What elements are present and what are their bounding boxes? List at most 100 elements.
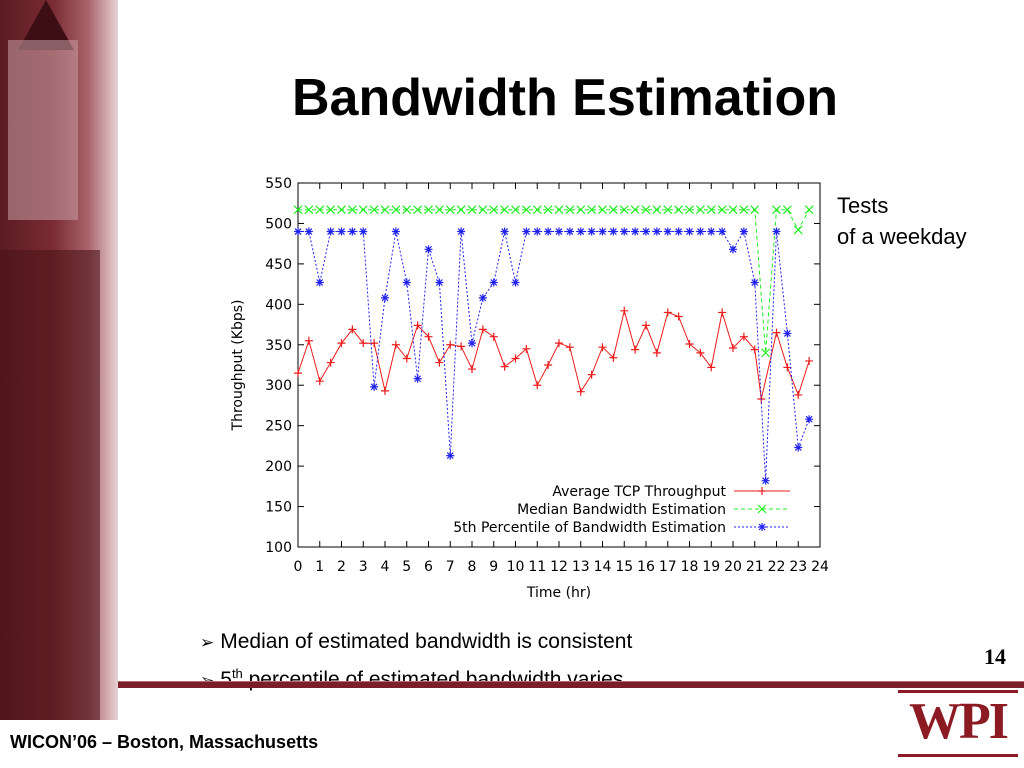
data-point-series-2 bbox=[402, 205, 412, 215]
data-point-series-1 bbox=[457, 342, 466, 351]
data-point-series-2 bbox=[413, 205, 423, 215]
building-facade bbox=[0, 250, 100, 720]
data-point-series-2 bbox=[293, 205, 303, 215]
data-point-series-3 bbox=[478, 293, 487, 302]
series-line-2 bbox=[298, 209, 810, 353]
data-point-series-3 bbox=[381, 293, 389, 302]
data-point-series-2 bbox=[717, 205, 727, 215]
data-point-series-2 bbox=[630, 205, 640, 215]
data-point-series-2 bbox=[619, 205, 629, 215]
data-point-series-2 bbox=[434, 205, 444, 215]
x-tick-label: 12 bbox=[550, 559, 568, 575]
data-point-series-1 bbox=[446, 340, 455, 349]
data-point-series-3 bbox=[696, 227, 705, 236]
y-tick-label: 350 bbox=[265, 338, 292, 354]
data-point-series-3 bbox=[685, 227, 694, 236]
y-tick-label: 500 bbox=[265, 216, 292, 232]
data-point-series-2 bbox=[804, 205, 814, 215]
data-point-series-1 bbox=[772, 328, 781, 337]
data-point-series-1 bbox=[729, 344, 737, 353]
data-point-series-2 bbox=[674, 205, 684, 215]
data-point-series-1 bbox=[642, 321, 650, 330]
logo-text: WPI bbox=[909, 693, 1009, 750]
slide-title: Bandwidth Estimation bbox=[292, 69, 838, 127]
data-point-series-1 bbox=[696, 348, 705, 357]
data-point-series-3 bbox=[598, 227, 607, 236]
data-point-series-1 bbox=[750, 345, 759, 354]
data-point-series-1 bbox=[315, 377, 324, 386]
data-point-series-1 bbox=[413, 321, 422, 330]
x-tick-label: 24 bbox=[811, 559, 829, 575]
series-line-1 bbox=[297, 310, 810, 400]
data-point-series-3 bbox=[370, 382, 379, 391]
y-tick-label: 100 bbox=[265, 540, 292, 556]
data-point-series-2 bbox=[695, 205, 705, 215]
y-tick-label: 250 bbox=[265, 419, 292, 435]
data-point-series-2 bbox=[739, 205, 749, 215]
x-tick-label: 18 bbox=[681, 559, 699, 575]
x-tick-label: 4 bbox=[381, 559, 390, 575]
data-point-series-1 bbox=[707, 363, 716, 372]
data-point-series-1 bbox=[544, 361, 553, 369]
data-point-series-1 bbox=[631, 345, 640, 354]
data-point-series-2 bbox=[793, 225, 803, 235]
data-point-series-1 bbox=[652, 348, 661, 357]
data-point-series-1 bbox=[348, 325, 357, 334]
data-point-series-2 bbox=[706, 205, 716, 215]
data-point-series-3 bbox=[674, 227, 683, 236]
data-point-series-1 bbox=[565, 343, 574, 352]
data-point-series-2 bbox=[728, 205, 738, 215]
data-point-series-1 bbox=[576, 387, 585, 396]
data-point-series-3 bbox=[446, 451, 455, 460]
data-point-series-2 bbox=[326, 205, 336, 215]
data-point-series-1 bbox=[794, 390, 803, 399]
legend-label: 5th Percentile of Bandwidth Estimation bbox=[453, 520, 726, 536]
data-point-series-3 bbox=[576, 227, 585, 236]
bullet-item-varies: ➢5th percentile of estimated bandwidth v… bbox=[200, 658, 632, 696]
data-point-series-3 bbox=[587, 227, 596, 236]
data-point-series-1 bbox=[783, 363, 792, 372]
campus-tower-photo bbox=[0, 0, 118, 720]
data-point-series-3 bbox=[609, 227, 618, 236]
data-point-series-3 bbox=[457, 227, 466, 236]
data-point-series-1 bbox=[718, 308, 727, 317]
data-point-series-3 bbox=[663, 227, 672, 236]
x-axis-label: Time (hr) bbox=[526, 585, 591, 601]
x-tick-label: 3 bbox=[359, 559, 368, 575]
data-point-series-2 bbox=[576, 205, 586, 215]
data-point-series-1 bbox=[500, 362, 509, 371]
wpi-logo: WPI bbox=[898, 690, 1018, 758]
data-point-series-1 bbox=[391, 340, 400, 349]
data-point-series-2 bbox=[663, 205, 673, 215]
data-point-series-1 bbox=[478, 325, 487, 334]
data-point-series-2 bbox=[782, 205, 792, 215]
legend-swatch-marker bbox=[758, 523, 766, 531]
data-point-series-3 bbox=[555, 227, 563, 236]
footer-text: WICON’06 – Boston, Massachusetts bbox=[10, 732, 319, 752]
data-point-series-2 bbox=[315, 205, 325, 215]
series-line-3 bbox=[298, 230, 810, 481]
data-point-series-2 bbox=[456, 205, 466, 215]
x-tick-label: 22 bbox=[768, 559, 786, 575]
data-point-series-1 bbox=[370, 339, 379, 348]
data-point-series-3 bbox=[424, 245, 433, 254]
x-tick-label: 13 bbox=[572, 559, 590, 575]
legend-label: Average TCP Throughput bbox=[552, 484, 726, 500]
y-axis-label: Throughput (Kbps) bbox=[230, 300, 246, 432]
data-point-series-2 bbox=[608, 205, 618, 215]
data-point-series-3 bbox=[652, 227, 661, 236]
data-point-series-1 bbox=[294, 369, 302, 378]
data-point-series-2 bbox=[380, 205, 390, 215]
data-point-series-3 bbox=[631, 227, 640, 236]
data-point-series-3 bbox=[304, 227, 313, 236]
data-point-series-3 bbox=[522, 227, 531, 236]
data-point-series-3 bbox=[805, 415, 814, 424]
data-point-series-2 bbox=[445, 205, 455, 215]
data-point-series-3 bbox=[391, 227, 400, 236]
data-point-series-1 bbox=[489, 332, 498, 341]
data-point-series-2 bbox=[598, 205, 607, 215]
data-point-series-3 bbox=[337, 227, 346, 236]
data-point-series-3 bbox=[359, 227, 368, 236]
data-point-series-1 bbox=[609, 353, 618, 362]
